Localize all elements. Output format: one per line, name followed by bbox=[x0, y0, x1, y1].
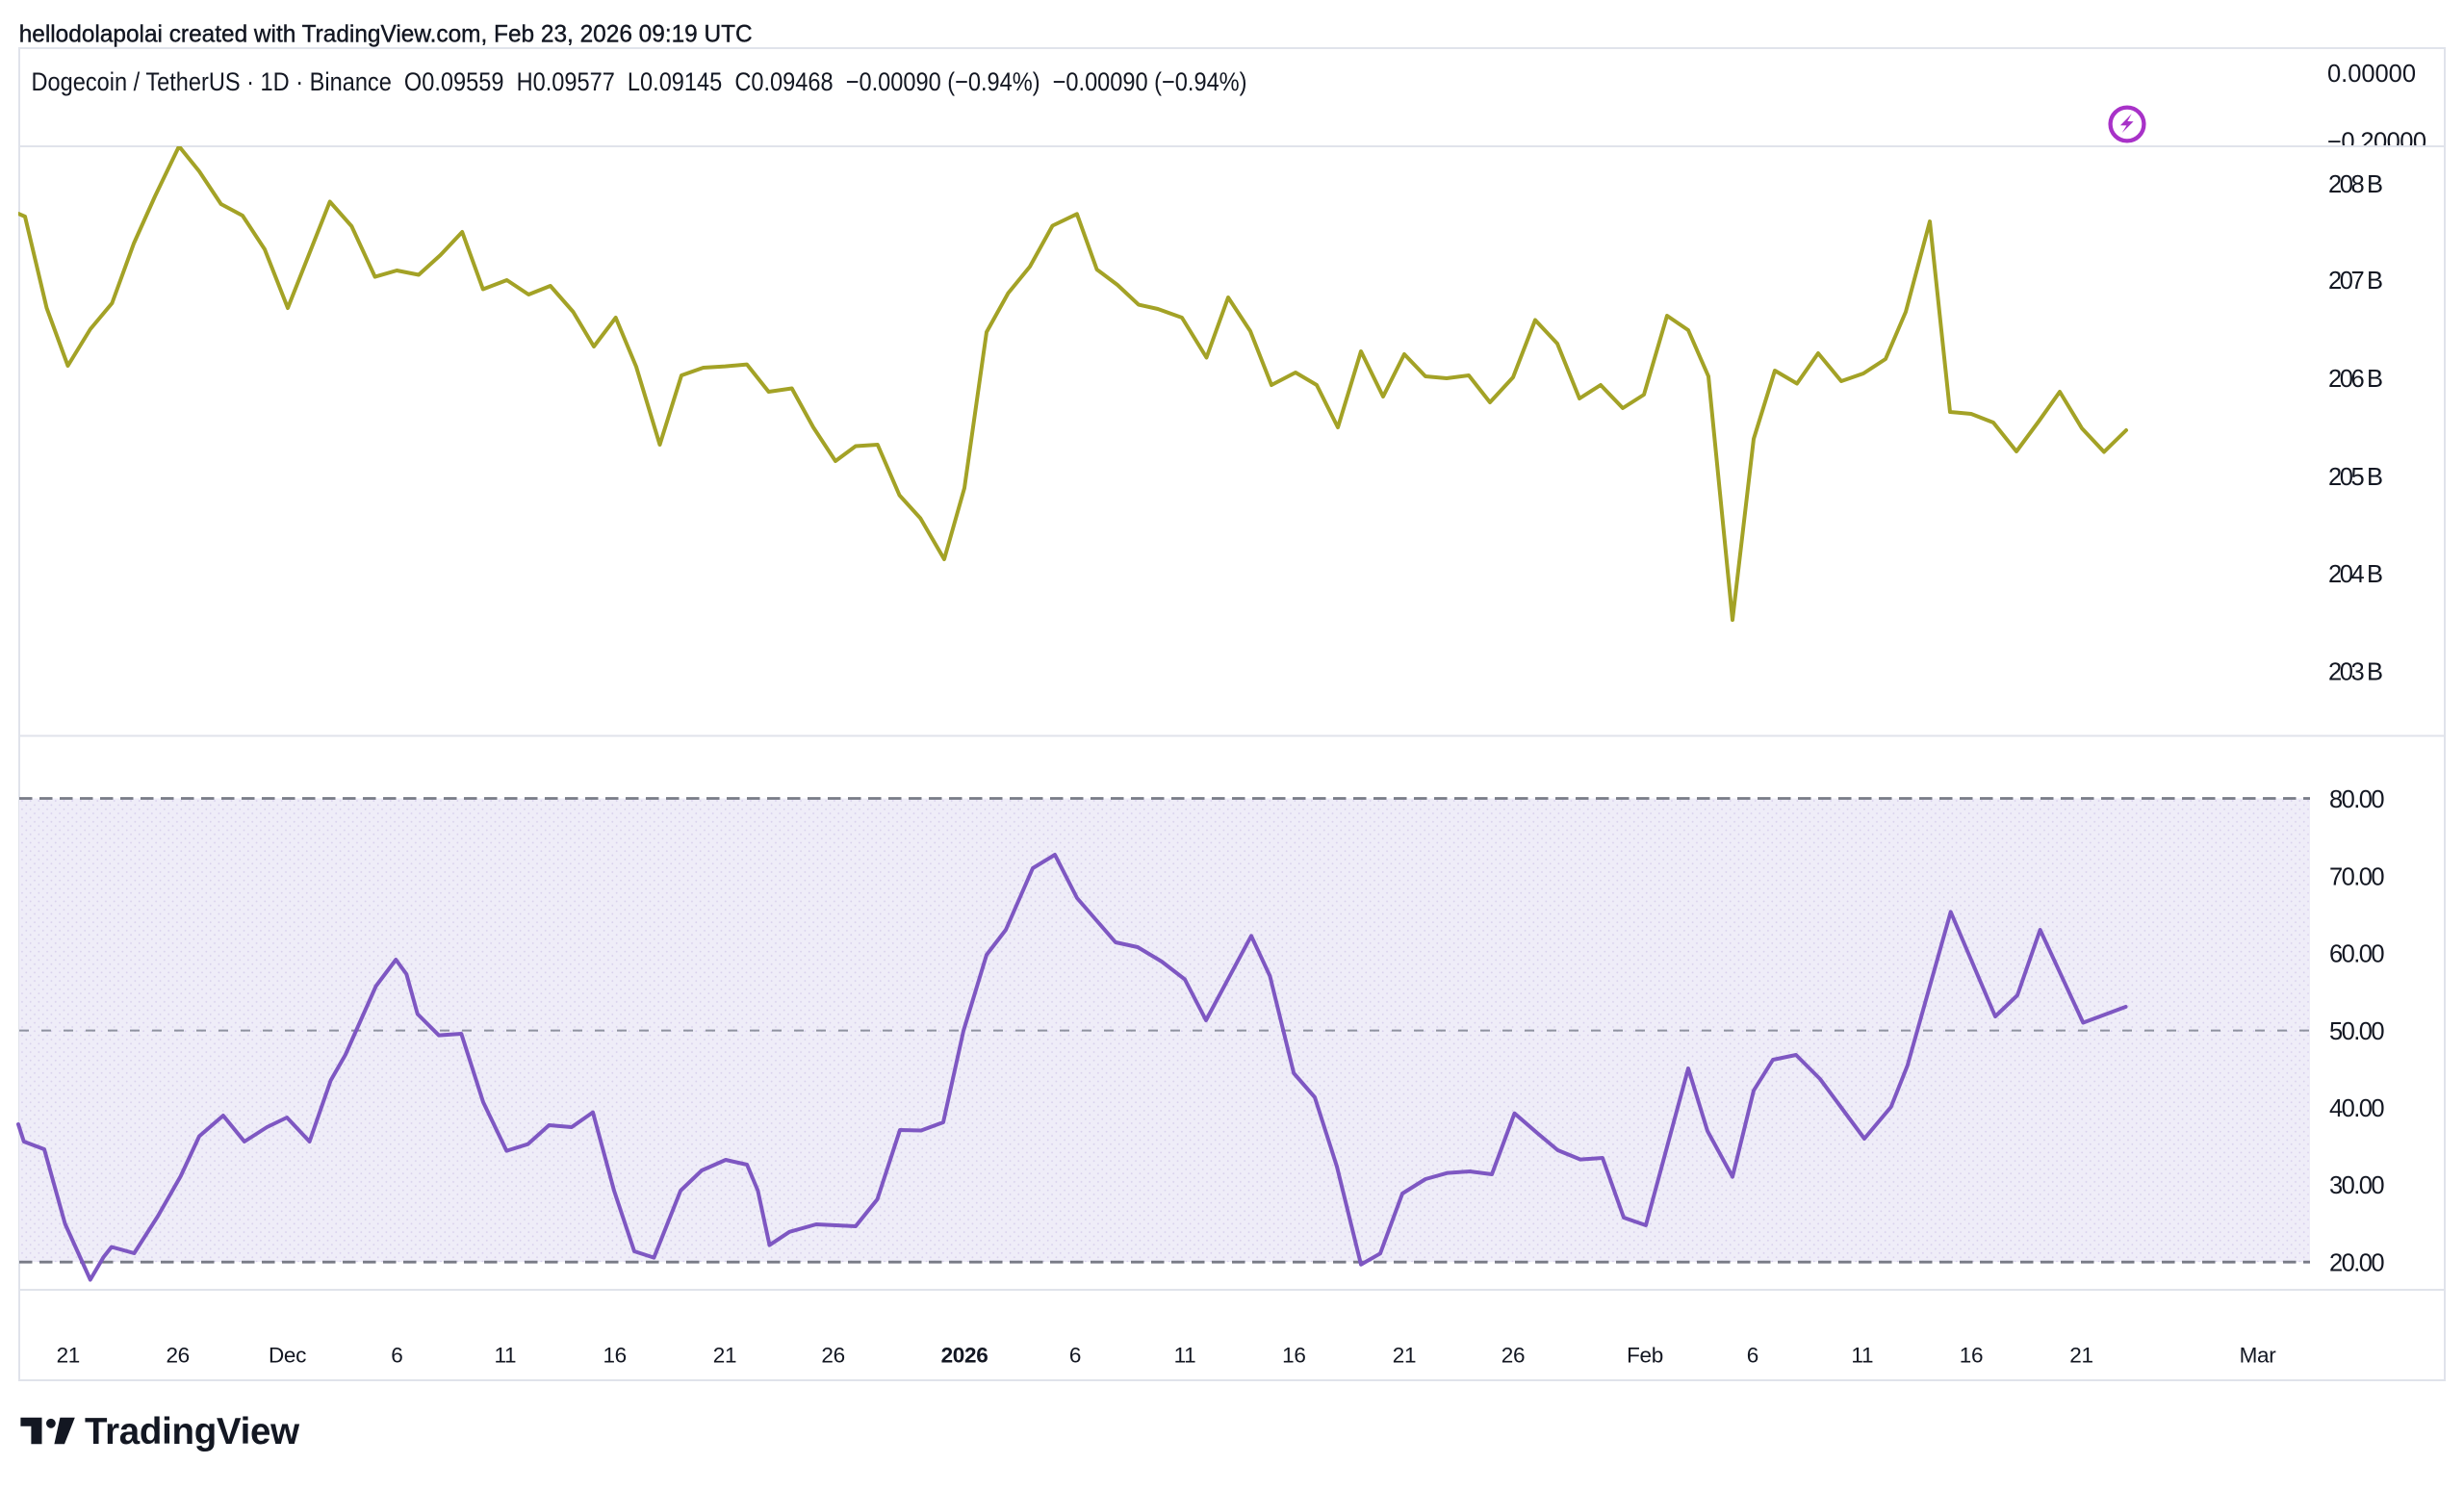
svg-text:21: 21 bbox=[713, 1344, 736, 1368]
svg-text:16: 16 bbox=[1960, 1344, 1983, 1368]
svg-text:26: 26 bbox=[821, 1344, 844, 1368]
svg-text:21: 21 bbox=[1393, 1344, 1416, 1368]
svg-text:40.00: 40.00 bbox=[2329, 1095, 2385, 1122]
svg-text:20.00: 20.00 bbox=[2329, 1249, 2385, 1276]
svg-text:204 B: 204 B bbox=[2328, 561, 2383, 588]
svg-text:11: 11 bbox=[1174, 1344, 1196, 1368]
svg-text:Mar: Mar bbox=[2240, 1344, 2277, 1368]
svg-text:Dec: Dec bbox=[269, 1344, 306, 1368]
svg-text:80.00: 80.00 bbox=[2329, 786, 2385, 813]
svg-text:26: 26 bbox=[1502, 1344, 1525, 1368]
svg-text:208 B: 208 B bbox=[2328, 171, 2383, 198]
svg-text:11: 11 bbox=[1851, 1344, 1873, 1368]
svg-text:TradingView: TradingView bbox=[85, 1411, 300, 1452]
svg-text:203 B: 203 B bbox=[2328, 659, 2383, 686]
svg-text:6: 6 bbox=[391, 1344, 402, 1368]
svg-text:207 B: 207 B bbox=[2328, 268, 2383, 295]
svg-text:70.00: 70.00 bbox=[2329, 864, 2385, 891]
svg-text:Feb: Feb bbox=[1627, 1344, 1663, 1368]
svg-text:6: 6 bbox=[1069, 1344, 1081, 1368]
svg-text:2026: 2026 bbox=[941, 1344, 988, 1368]
svg-text:11: 11 bbox=[495, 1344, 517, 1368]
svg-text:Dogecoin / TetherUS · 1D · Bin: Dogecoin / TetherUS · 1D · Binance O0.09… bbox=[32, 67, 1247, 96]
svg-text:30.00: 30.00 bbox=[2329, 1172, 2385, 1199]
svg-text:0.00000: 0.00000 bbox=[2327, 61, 2416, 88]
svg-text:50.00: 50.00 bbox=[2329, 1018, 2385, 1045]
svg-text:26: 26 bbox=[166, 1344, 189, 1368]
svg-text:−0.20000: −0.20000 bbox=[2327, 129, 2426, 156]
svg-text:6: 6 bbox=[1747, 1344, 1758, 1368]
svg-text:21: 21 bbox=[2069, 1344, 2092, 1368]
svg-text:16: 16 bbox=[603, 1344, 626, 1368]
svg-text:21: 21 bbox=[57, 1344, 80, 1368]
svg-text:hellodolapolai created with Tr: hellodolapolai created with TradingView.… bbox=[19, 20, 753, 47]
svg-text:60.00: 60.00 bbox=[2329, 941, 2385, 968]
svg-text:16: 16 bbox=[1282, 1344, 1305, 1368]
svg-text:205 B: 205 B bbox=[2328, 464, 2383, 491]
svg-text:206 B: 206 B bbox=[2328, 366, 2383, 393]
